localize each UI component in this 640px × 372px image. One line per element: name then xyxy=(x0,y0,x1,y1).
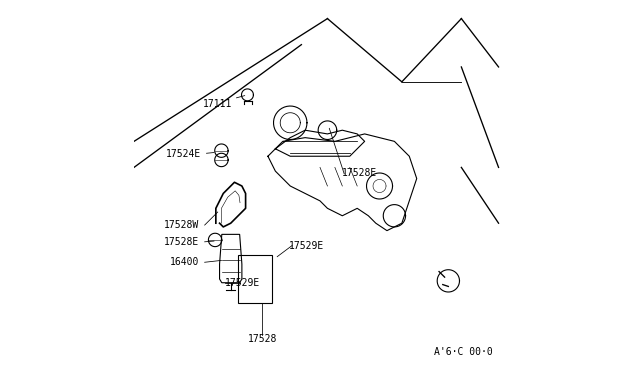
Text: 17111: 17111 xyxy=(204,99,232,109)
Text: 17528W: 17528W xyxy=(164,220,199,230)
Bar xyxy=(238,255,271,303)
Text: 17524E: 17524E xyxy=(166,150,201,159)
Text: 17529E: 17529E xyxy=(289,241,324,250)
Text: A'6·C 00·0: A'6·C 00·0 xyxy=(434,347,493,357)
Text: 17528: 17528 xyxy=(248,334,277,343)
Text: 17528E: 17528E xyxy=(164,237,199,247)
Text: 17528E: 17528E xyxy=(342,168,378,178)
Text: 16400: 16400 xyxy=(170,257,199,267)
Text: 17529E: 17529E xyxy=(225,278,260,288)
